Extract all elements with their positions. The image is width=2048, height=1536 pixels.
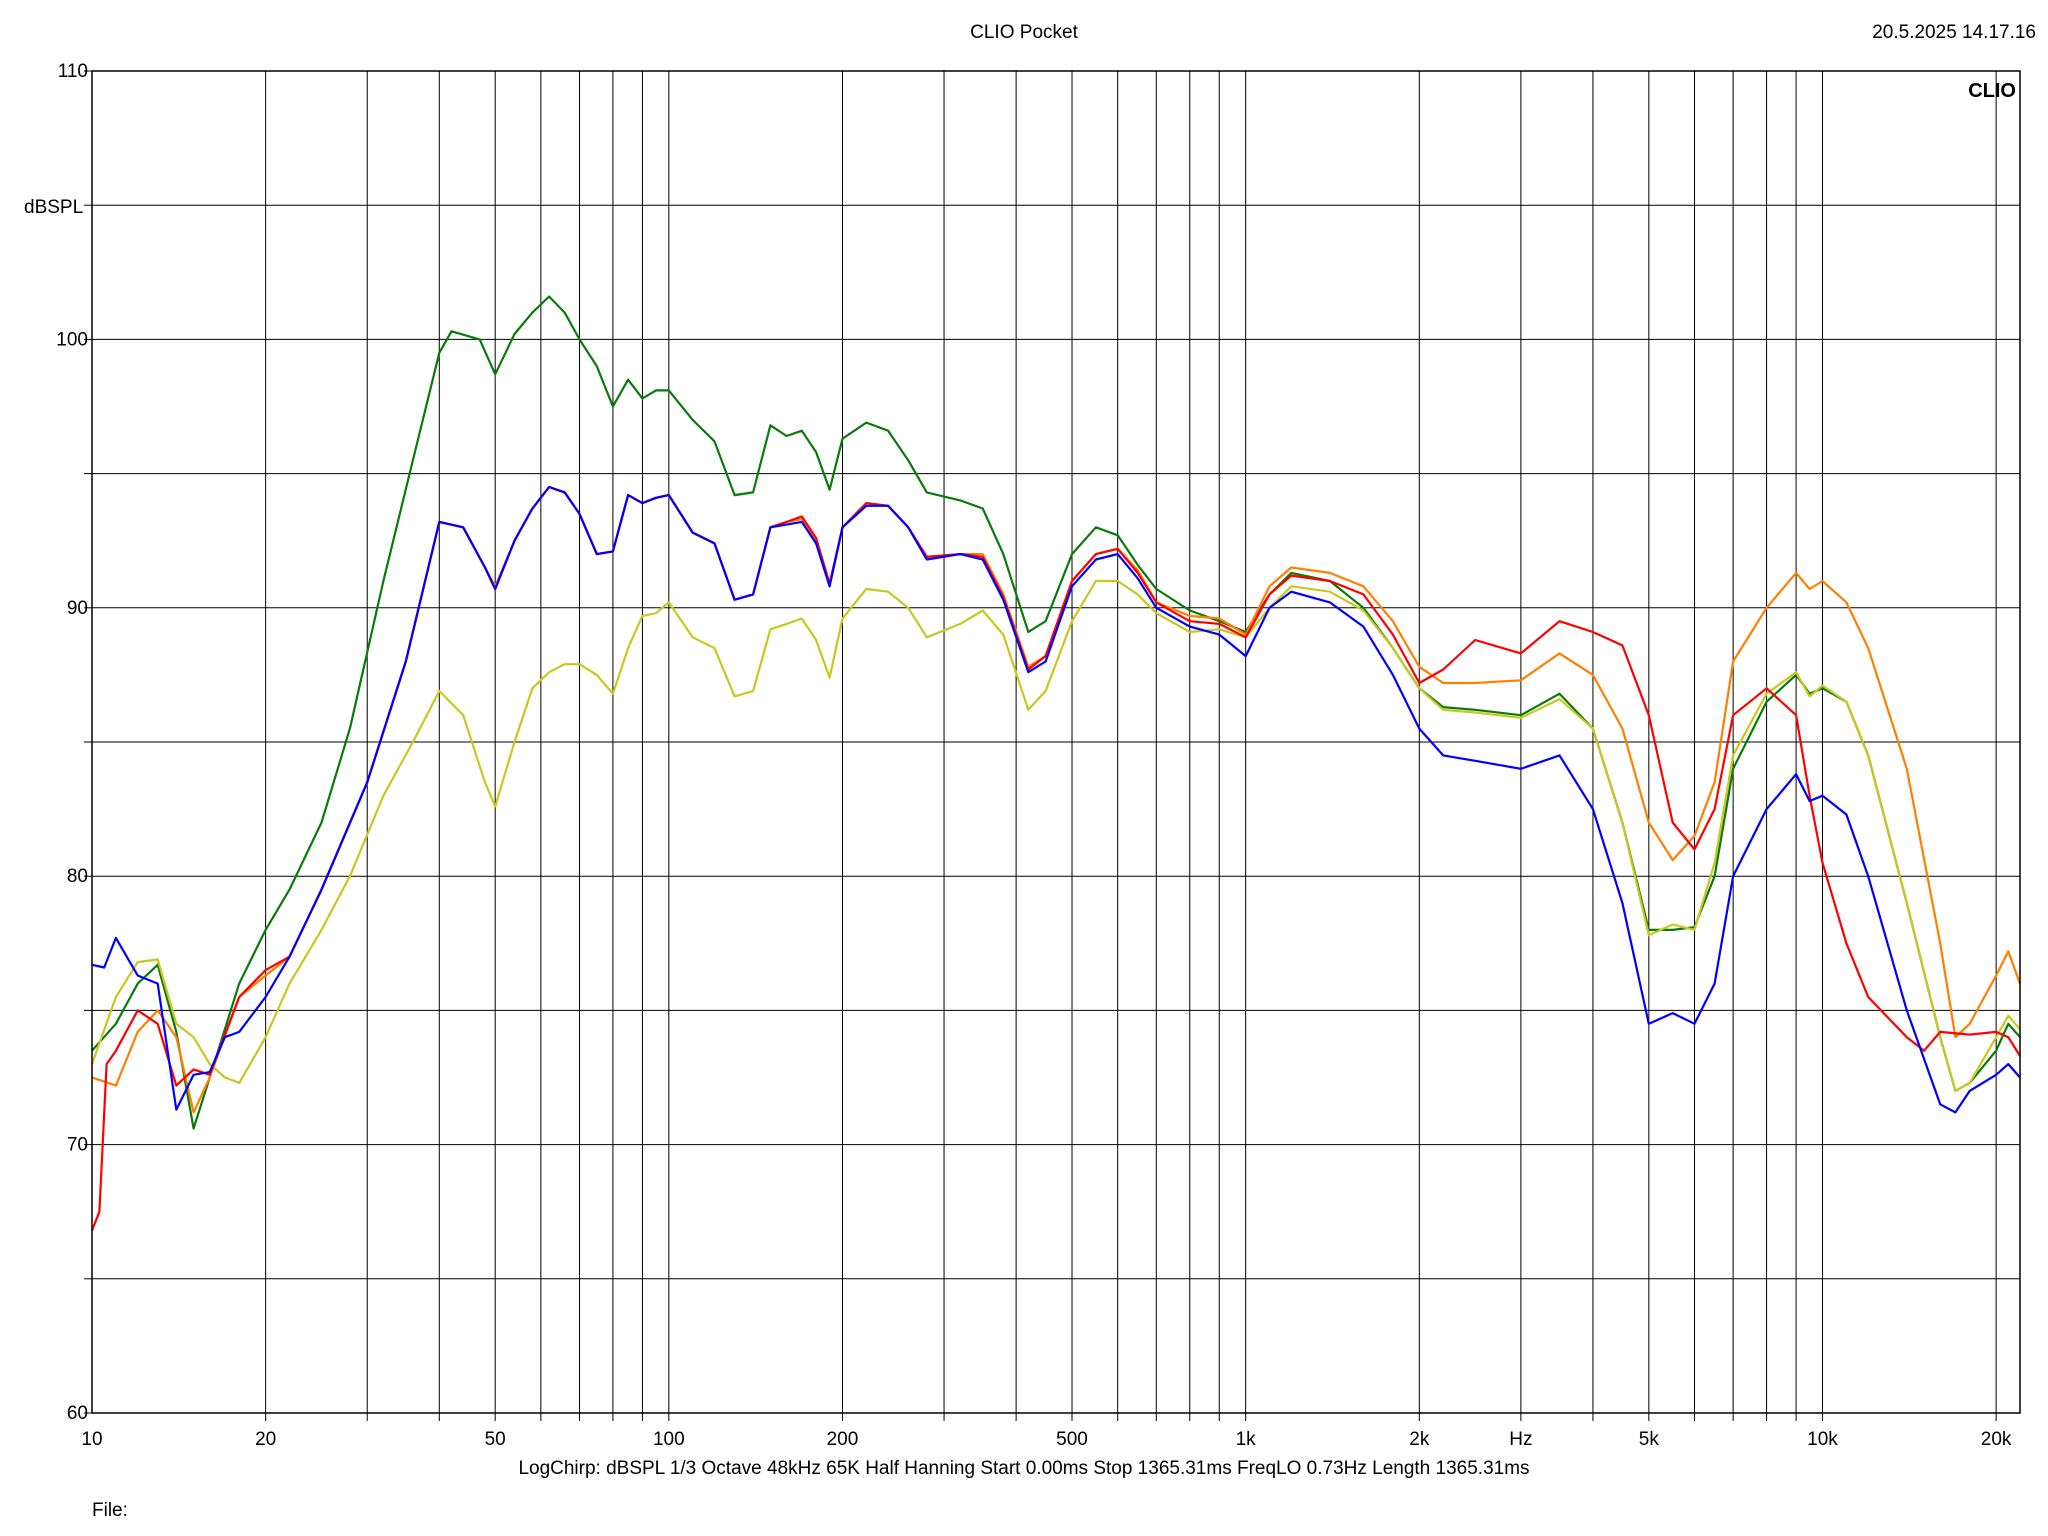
series-line-4 (90, 485, 2021, 1231)
y-tick-label: 90 (67, 598, 88, 619)
x-tick-label: 10k (1807, 1429, 1838, 1450)
clio-logo: CLIO (1968, 80, 2016, 102)
y-tick-label: 80 (67, 866, 88, 887)
axes: 60 70 80 90 100 110 dBSPL 10 20 50 100 200 500 1k 2k 5k… (24, 61, 2021, 1450)
series-line-5 (91, 485, 2021, 1114)
series-curves (90, 295, 2022, 1231)
y-tick-label: 70 (67, 1135, 88, 1156)
file-label: File: (92, 1500, 128, 1521)
x-tick-label: 20k (1981, 1429, 2012, 1450)
y-tick-label: 60 (67, 1403, 88, 1424)
x-tick-label: 50 (485, 1429, 506, 1450)
y-tick-label: 110 (58, 61, 88, 82)
series-line-2 (90, 579, 2021, 1092)
x-tick-label: 500 (1056, 1429, 1088, 1450)
x-tick-label: 100 (653, 1429, 685, 1450)
y-tick-label: 100 (56, 329, 88, 350)
x-tick-label: 5k (1639, 1429, 1660, 1450)
x-tick-label: 10 (81, 1429, 102, 1450)
x-tick-label: 1k (1236, 1429, 1257, 1450)
x-tick-label: 20 (255, 1429, 276, 1450)
x-tick-label: 2k (1409, 1429, 1430, 1450)
x-axis-label: Hz (1509, 1429, 1532, 1450)
series-line-1 (91, 295, 2021, 1130)
measurement-timestamp: 20.5.2025 14.17.16 (1872, 22, 2036, 43)
measurement-settings: LogChirp: dBSPL 1/3 Octave 48kHz 65K Hal… (518, 1458, 1530, 1479)
chart-title: CLIO Pocket (970, 22, 1078, 43)
x-tick-label: 200 (827, 1429, 859, 1450)
y-axis-label: dBSPL (24, 197, 83, 218)
